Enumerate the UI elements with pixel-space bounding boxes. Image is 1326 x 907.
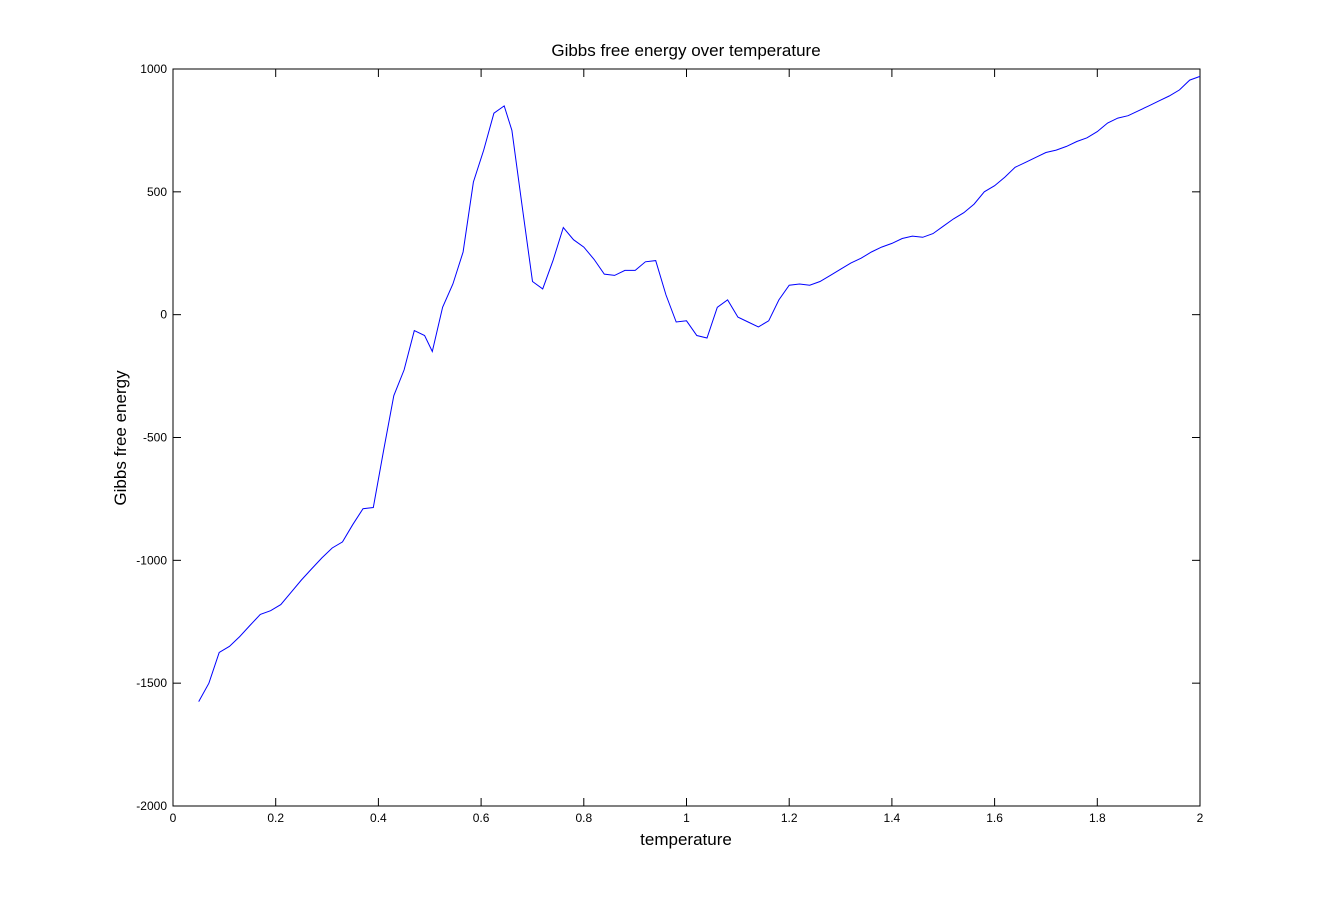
x-axis-ticks: 0 0.2 0.4 0.6 0.8 1 1.2 1.4 1.6 1.8 2 [170,69,1204,825]
y-tick-label: 0 [160,308,167,322]
x-axis-title: temperature [640,830,732,849]
x-tick-label: 0.8 [575,811,592,825]
y-tick-label: -2000 [136,799,167,813]
y-axis-ticks: -2000 -1500 -1000 -500 0 500 1000 [136,62,1200,813]
x-tick-label: 1 [683,811,690,825]
x-tick-label: 1.2 [781,811,798,825]
x-tick-label: 0 [170,811,177,825]
x-tick-label: 2 [1197,811,1204,825]
x-tick-label: 1.4 [884,811,901,825]
x-tick-label: 0.2 [267,811,284,825]
y-tick-label: 500 [147,185,167,199]
y-tick-label: -1500 [136,676,167,690]
y-axis-title: Gibbs free energy [111,370,130,506]
y-tick-label: -1000 [136,553,167,567]
series-line [198,75,1201,702]
y-tick-label: -500 [143,431,167,445]
x-tick-label: 0.6 [473,811,490,825]
x-tick-label: 1.8 [1089,811,1106,825]
chart-title: Gibbs free energy over temperature [551,41,820,60]
x-tick-label: 0.4 [370,811,387,825]
y-tick-label: 1000 [140,62,167,76]
x-tick-label: 1.6 [986,811,1003,825]
plot-area [172,68,1201,807]
